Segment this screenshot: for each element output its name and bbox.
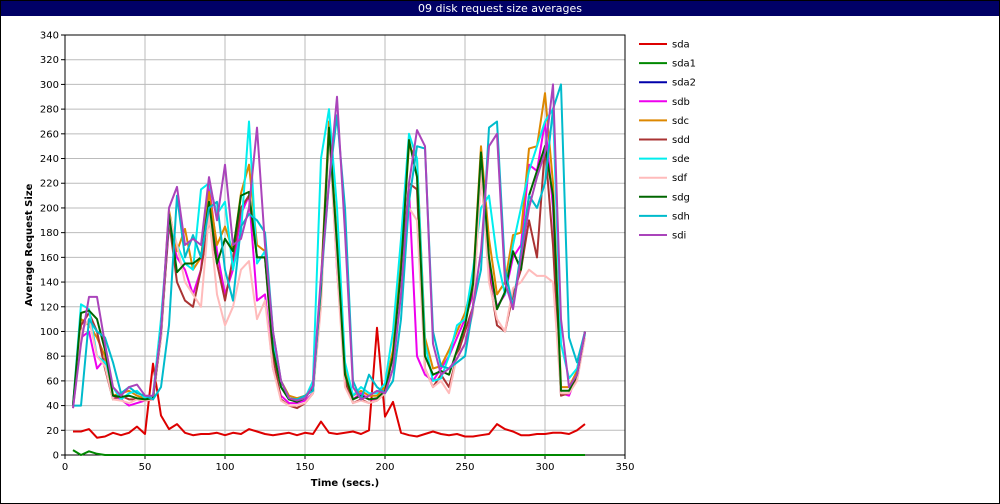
legend-label-sdc: sdc [672, 116, 689, 127]
y-tick-label: 200 [40, 203, 59, 214]
y-tick-label: 180 [40, 228, 59, 239]
legend-label-sde: sde [672, 154, 690, 165]
x-tick-label: 150 [295, 462, 314, 473]
x-tick-label: 350 [615, 462, 634, 473]
legend-label-sdf: sdf [672, 173, 688, 184]
x-tick-label: 200 [375, 462, 394, 473]
legend-label-sdb: sdb [672, 97, 690, 108]
y-tick-label: 340 [40, 31, 59, 42]
legend-label-sdi: sdi [672, 231, 686, 242]
legend-label-sda: sda [672, 40, 690, 51]
y-tick-label: 60 [46, 376, 59, 387]
series-line-sde [72, 108, 586, 406]
y-tick-label: 240 [40, 154, 59, 165]
chart-title: 09 disk request size averages [1, 1, 999, 16]
x-tick-label: 100 [215, 462, 234, 473]
series-line-sdi [72, 83, 586, 409]
y-tick-label: 100 [40, 327, 59, 338]
y-tick-label: 20 [46, 426, 59, 437]
y-tick-label: 0 [53, 451, 59, 462]
y-tick-label: 260 [40, 129, 59, 140]
y-tick-label: 140 [40, 278, 59, 289]
legend-label-sdg: sdg [672, 192, 690, 203]
y-tick-label: 220 [40, 179, 59, 190]
x-tick-label: 300 [535, 462, 554, 473]
x-tick-label: 250 [455, 462, 474, 473]
series-lines [72, 83, 586, 456]
legend-label-sdd: sdd [672, 135, 690, 146]
x-axis-title: Time (secs.) [311, 478, 380, 489]
axis-ticks: 0 20 40 60 80 100 120 140 160 180 200 220 240 260 280 3… [40, 31, 635, 474]
y-tick-label: 40 [46, 401, 59, 412]
series-line-sda1 [72, 449, 585, 456]
y-tick-label: 280 [40, 105, 59, 116]
y-tick-label: 160 [40, 253, 59, 264]
x-tick-label: 0 [62, 462, 68, 473]
legend-label-sda2: sda2 [672, 78, 696, 89]
y-tick-label: 120 [40, 302, 59, 313]
series-line-sda [73, 326, 586, 439]
legend-label-sda1: sda1 [672, 59, 696, 70]
y-tick-label: 80 [46, 352, 59, 363]
x-tick-label: 50 [139, 462, 152, 473]
legend-label-sdh: sdh [672, 211, 690, 222]
y-tick-label: 320 [40, 55, 59, 66]
legend: sda sda1 sda2 sdb sdc sdd sde sdf sdg sdh sdi [639, 40, 696, 242]
y-axis-title: Average Request Size [24, 183, 35, 306]
y-tick-label: 300 [40, 80, 59, 91]
